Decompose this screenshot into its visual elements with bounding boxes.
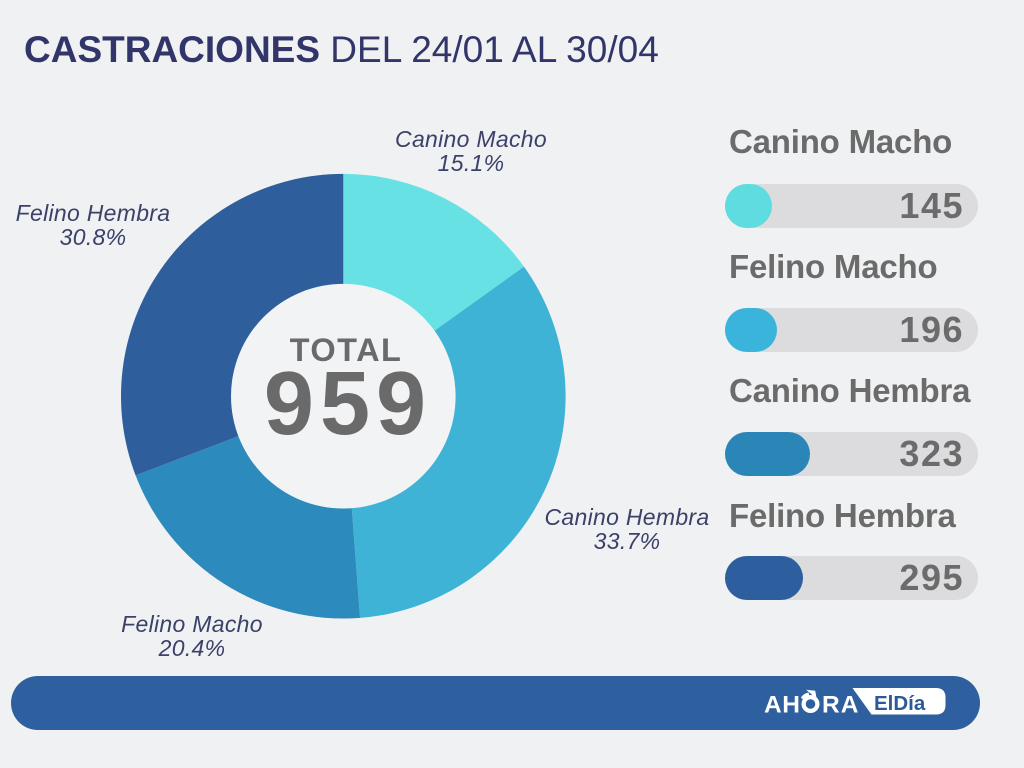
svg-text:RA: RA <box>822 692 859 719</box>
svg-text:AH: AH <box>764 692 800 719</box>
svg-text:ElDía: ElDía <box>874 692 926 715</box>
